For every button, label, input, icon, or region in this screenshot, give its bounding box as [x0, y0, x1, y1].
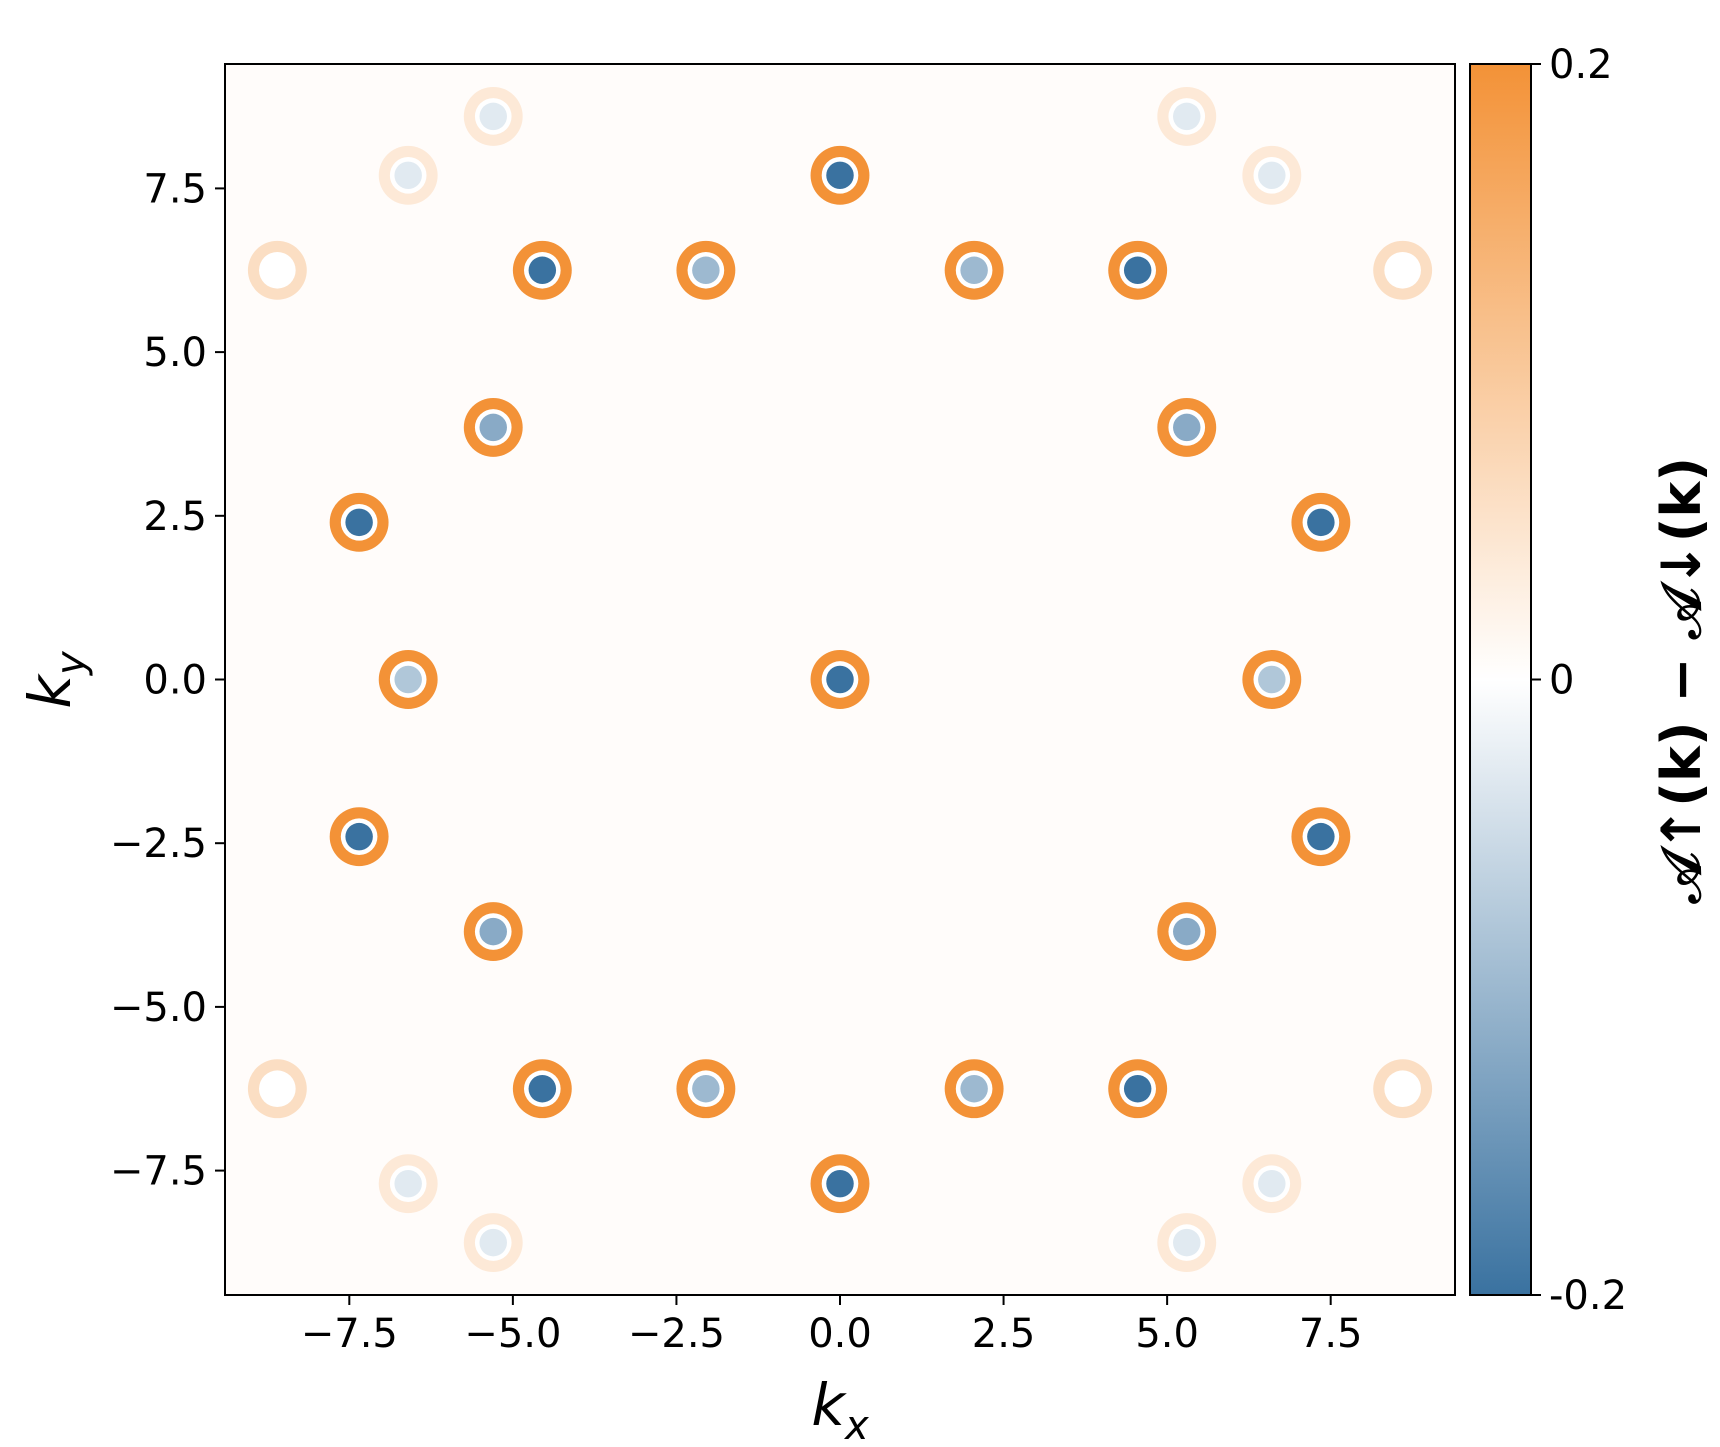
spot-center — [263, 256, 292, 284]
colorbar — [1469, 63, 1532, 1296]
y-tick-label: 2.5 — [143, 494, 207, 540]
spot-center — [1388, 256, 1417, 284]
spot-center — [1307, 508, 1335, 537]
spot-center — [479, 1228, 507, 1257]
x-tick-label: −5.0 — [464, 1311, 561, 1357]
y-tick-label: 0.0 — [143, 658, 207, 704]
y-tick-label: −7.5 — [110, 1149, 207, 1195]
spot-center — [826, 161, 854, 190]
spot-center — [345, 508, 373, 537]
colorbar-tick-label: 0 — [1549, 658, 1574, 704]
spot-center — [692, 256, 720, 284]
spot-center — [1123, 1075, 1152, 1103]
x-tick-label: 7.5 — [1299, 1311, 1363, 1357]
y-tick-label: −2.5 — [110, 821, 207, 867]
y-tick-label: 7.5 — [143, 166, 207, 212]
x-tick-label: 5.0 — [1135, 1311, 1199, 1357]
spot-center — [1173, 102, 1201, 131]
spot-center — [479, 102, 507, 131]
spot-center — [263, 1075, 292, 1103]
y-axis-label: ky — [16, 650, 94, 709]
spot-center — [1173, 413, 1201, 442]
spot-center — [394, 161, 422, 190]
spot-center — [960, 1075, 988, 1103]
spot-center — [528, 1075, 557, 1103]
spot-center — [479, 413, 507, 442]
spot-center — [826, 1169, 854, 1198]
spot-center — [479, 917, 507, 946]
spot-center — [1258, 665, 1286, 694]
spots — [247, 86, 1433, 1273]
spot-center — [394, 665, 422, 694]
spot-center — [1173, 1228, 1201, 1257]
x-tick-label: 2.5 — [972, 1311, 1036, 1357]
x-tick-label: −7.5 — [301, 1311, 398, 1357]
x-tick-label: 0.0 — [808, 1311, 872, 1357]
spot-center — [1388, 1075, 1417, 1103]
y-tick-label: −5.0 — [110, 985, 207, 1031]
spot-center — [1173, 917, 1201, 946]
spot-center — [345, 822, 373, 851]
y-tick-label: 5.0 — [143, 330, 207, 376]
x-axis-label: kx — [811, 1371, 869, 1443]
colorbar-label: 𝒜↑(k) − 𝒜↓(k) — [1650, 457, 1713, 904]
spot-center — [960, 256, 988, 284]
spot-center — [394, 1169, 422, 1198]
spot-center — [1258, 1169, 1286, 1198]
colorbar-tick-label: 0.2 — [1549, 42, 1613, 88]
spot-center — [692, 1075, 720, 1103]
spot-center — [528, 256, 557, 284]
spot-center — [1307, 822, 1335, 851]
spot-center — [1258, 161, 1286, 190]
spot-center — [826, 665, 854, 694]
colorbar-tick-label: -0.2 — [1549, 1273, 1627, 1319]
spot-center — [1123, 256, 1152, 284]
x-tick-label: −2.5 — [628, 1311, 725, 1357]
